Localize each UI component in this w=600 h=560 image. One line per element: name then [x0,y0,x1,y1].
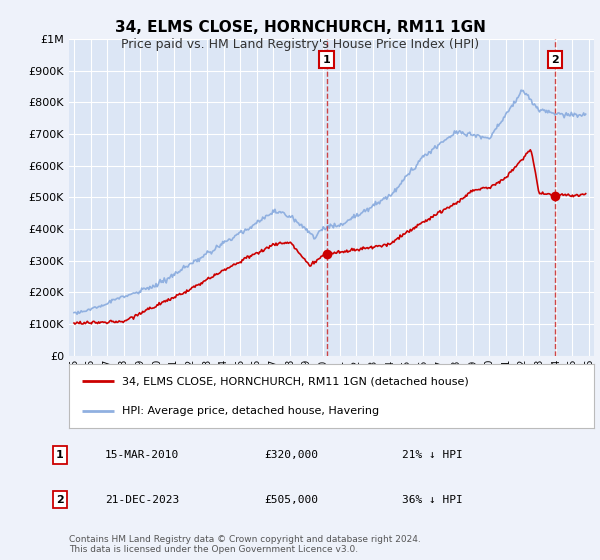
Text: 21-DEC-2023: 21-DEC-2023 [105,495,179,505]
Text: £320,000: £320,000 [264,450,318,460]
Text: 36% ↓ HPI: 36% ↓ HPI [402,495,463,505]
Text: 34, ELMS CLOSE, HORNCHURCH, RM11 1GN: 34, ELMS CLOSE, HORNCHURCH, RM11 1GN [115,20,485,35]
Text: 15-MAR-2010: 15-MAR-2010 [105,450,179,460]
Text: Price paid vs. HM Land Registry's House Price Index (HPI): Price paid vs. HM Land Registry's House … [121,38,479,50]
Text: 34, ELMS CLOSE, HORNCHURCH, RM11 1GN (detached house): 34, ELMS CLOSE, HORNCHURCH, RM11 1GN (de… [121,376,468,386]
Text: 21% ↓ HPI: 21% ↓ HPI [402,450,463,460]
Text: 1: 1 [56,450,64,460]
Text: Contains HM Land Registry data © Crown copyright and database right 2024.
This d: Contains HM Land Registry data © Crown c… [69,535,421,554]
Text: HPI: Average price, detached house, Havering: HPI: Average price, detached house, Have… [121,406,379,416]
Text: 1: 1 [323,55,331,65]
Text: £505,000: £505,000 [264,495,318,505]
Text: 2: 2 [56,495,64,505]
Text: 2: 2 [551,55,559,65]
